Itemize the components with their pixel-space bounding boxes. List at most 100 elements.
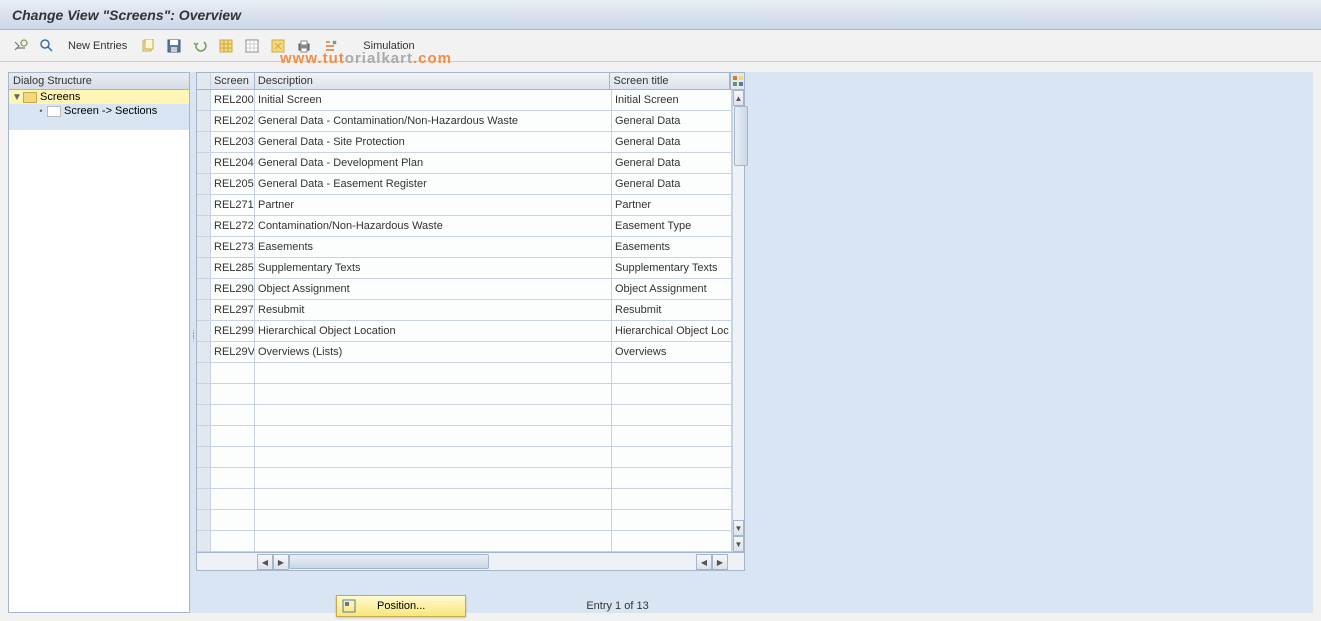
cell-screen[interactable]: REL203 bbox=[211, 132, 255, 152]
cell-description[interactable]: Easements bbox=[255, 237, 612, 257]
cell-screen[interactable]: REL297 bbox=[211, 300, 255, 320]
cell-screen[interactable]: REL272 bbox=[211, 216, 255, 236]
table-row[interactable]: REL297ResubmitResubmit bbox=[197, 300, 732, 321]
row-selector[interactable] bbox=[197, 510, 211, 530]
table-row-empty[interactable] bbox=[197, 426, 732, 447]
cell-description[interactable]: Contamination/Non-Hazardous Waste bbox=[255, 216, 612, 236]
cell-screen[interactable]: REL290 bbox=[211, 279, 255, 299]
cell-description[interactable]: Resubmit bbox=[255, 300, 612, 320]
cell-description[interactable]: Object Assignment bbox=[255, 279, 612, 299]
row-selector[interactable] bbox=[197, 531, 211, 551]
scroll-right-icon[interactable]: ▶ bbox=[712, 554, 728, 570]
col-header-screen[interactable]: Screen bbox=[211, 73, 255, 89]
tree-node-screen-sections[interactable]: • Screen -> Sections bbox=[9, 104, 189, 118]
table-row[interactable]: REL290Object AssignmentObject Assignment bbox=[197, 279, 732, 300]
select-all-rows[interactable] bbox=[197, 73, 211, 89]
table-row[interactable]: REL272Contamination/Non-Hazardous WasteE… bbox=[197, 216, 732, 237]
row-selector[interactable] bbox=[197, 153, 211, 173]
cell-screen[interactable]: REL200 bbox=[211, 90, 255, 110]
row-selector[interactable] bbox=[197, 216, 211, 236]
select-all-icon[interactable] bbox=[215, 35, 237, 57]
row-selector[interactable] bbox=[197, 342, 211, 362]
expand-icon[interactable] bbox=[319, 35, 341, 57]
row-selector[interactable] bbox=[197, 468, 211, 488]
cell-screen[interactable]: REL285 bbox=[211, 258, 255, 278]
cell-title[interactable]: Easement Type bbox=[612, 216, 732, 236]
table-row-empty[interactable] bbox=[197, 384, 732, 405]
row-selector[interactable] bbox=[197, 90, 211, 110]
cell-title[interactable]: Partner bbox=[612, 195, 732, 215]
cell-title[interactable]: Hierarchical Object Loc bbox=[612, 321, 732, 341]
cell-description[interactable]: General Data - Development Plan bbox=[255, 153, 612, 173]
cell-title[interactable]: General Data bbox=[612, 111, 732, 131]
cell-title[interactable]: General Data bbox=[612, 174, 732, 194]
row-selector[interactable] bbox=[197, 405, 211, 425]
delimit-icon[interactable] bbox=[267, 35, 289, 57]
table-row[interactable]: REL205General Data - Easement RegisterGe… bbox=[197, 174, 732, 195]
splitter-handle[interactable]: ⋮⋮⋮ bbox=[190, 332, 194, 352]
scroll-left-icon[interactable]: ◀ bbox=[696, 554, 712, 570]
cell-description[interactable]: Initial Screen bbox=[255, 90, 612, 110]
cell-title[interactable]: General Data bbox=[612, 153, 732, 173]
deselect-all-icon[interactable] bbox=[241, 35, 263, 57]
cell-title[interactable]: Supplementary Texts bbox=[612, 258, 732, 278]
simulation-button[interactable]: Simulation bbox=[363, 40, 414, 52]
col-header-description[interactable]: Description bbox=[255, 73, 611, 89]
cell-title[interactable]: Object Assignment bbox=[612, 279, 732, 299]
table-row-empty[interactable] bbox=[197, 489, 732, 510]
cell-title[interactable]: Easements bbox=[612, 237, 732, 257]
row-selector[interactable] bbox=[197, 279, 211, 299]
row-selector[interactable] bbox=[197, 489, 211, 509]
cell-description[interactable]: Overviews (Lists) bbox=[255, 342, 612, 362]
table-row-empty[interactable] bbox=[197, 510, 732, 531]
cell-screen[interactable]: REL299 bbox=[211, 321, 255, 341]
table-row[interactable]: REL271PartnerPartner bbox=[197, 195, 732, 216]
row-selector[interactable] bbox=[197, 174, 211, 194]
table-row-empty[interactable] bbox=[197, 468, 732, 489]
print-icon[interactable] bbox=[293, 35, 315, 57]
cell-title[interactable]: Overviews bbox=[612, 342, 732, 362]
row-selector[interactable] bbox=[197, 237, 211, 257]
cell-description[interactable]: Supplementary Texts bbox=[255, 258, 612, 278]
cell-screen[interactable]: REL202 bbox=[211, 111, 255, 131]
scroll-left-icon[interactable]: ◀ bbox=[257, 554, 273, 570]
table-row[interactable]: REL299Hierarchical Object LocationHierar… bbox=[197, 321, 732, 342]
collapse-icon[interactable]: ▼ bbox=[11, 92, 23, 103]
row-selector[interactable] bbox=[197, 321, 211, 341]
cell-title[interactable]: Resubmit bbox=[612, 300, 732, 320]
row-selector[interactable] bbox=[197, 111, 211, 131]
table-row-empty[interactable] bbox=[197, 447, 732, 468]
cell-screen[interactable]: REL204 bbox=[211, 153, 255, 173]
new-entries-button[interactable]: New Entries bbox=[68, 40, 127, 52]
table-row[interactable]: REL202General Data - Contamination/Non-H… bbox=[197, 111, 732, 132]
scroll-up-icon[interactable]: ▲ bbox=[733, 90, 744, 106]
vertical-scrollbar[interactable]: ▲ ▼ ▼ bbox=[732, 90, 744, 552]
scroll-right-icon[interactable]: ▶ bbox=[273, 554, 289, 570]
cell-description[interactable]: Hierarchical Object Location bbox=[255, 321, 612, 341]
table-config-icon[interactable] bbox=[730, 73, 744, 89]
table-row[interactable]: REL203General Data - Site ProtectionGene… bbox=[197, 132, 732, 153]
cell-screen[interactable]: REL205 bbox=[211, 174, 255, 194]
row-selector[interactable] bbox=[197, 447, 211, 467]
cell-title[interactable]: Initial Screen bbox=[612, 90, 732, 110]
find-icon[interactable] bbox=[36, 35, 58, 57]
table-row[interactable]: REL29VOverviews (Lists)Overviews bbox=[197, 342, 732, 363]
cell-screen[interactable]: REL271 bbox=[211, 195, 255, 215]
row-selector[interactable] bbox=[197, 426, 211, 446]
table-row-empty[interactable] bbox=[197, 363, 732, 384]
hscroll-thumb[interactable] bbox=[289, 554, 489, 569]
row-selector[interactable] bbox=[197, 384, 211, 404]
table-row[interactable]: REL204General Data - Development PlanGen… bbox=[197, 153, 732, 174]
undo-icon[interactable] bbox=[189, 35, 211, 57]
cell-description[interactable]: General Data - Contamination/Non-Hazardo… bbox=[255, 111, 612, 131]
table-row[interactable]: REL285Supplementary TextsSupplementary T… bbox=[197, 258, 732, 279]
scroll-thumb[interactable] bbox=[734, 106, 748, 166]
row-selector[interactable] bbox=[197, 195, 211, 215]
cell-title[interactable]: General Data bbox=[612, 132, 732, 152]
row-selector[interactable] bbox=[197, 300, 211, 320]
table-row[interactable]: REL273EasementsEasements bbox=[197, 237, 732, 258]
col-header-title[interactable]: Screen title bbox=[610, 73, 730, 89]
cell-description[interactable]: Partner bbox=[255, 195, 612, 215]
cell-screen[interactable]: REL273 bbox=[211, 237, 255, 257]
cell-description[interactable]: General Data - Site Protection bbox=[255, 132, 612, 152]
